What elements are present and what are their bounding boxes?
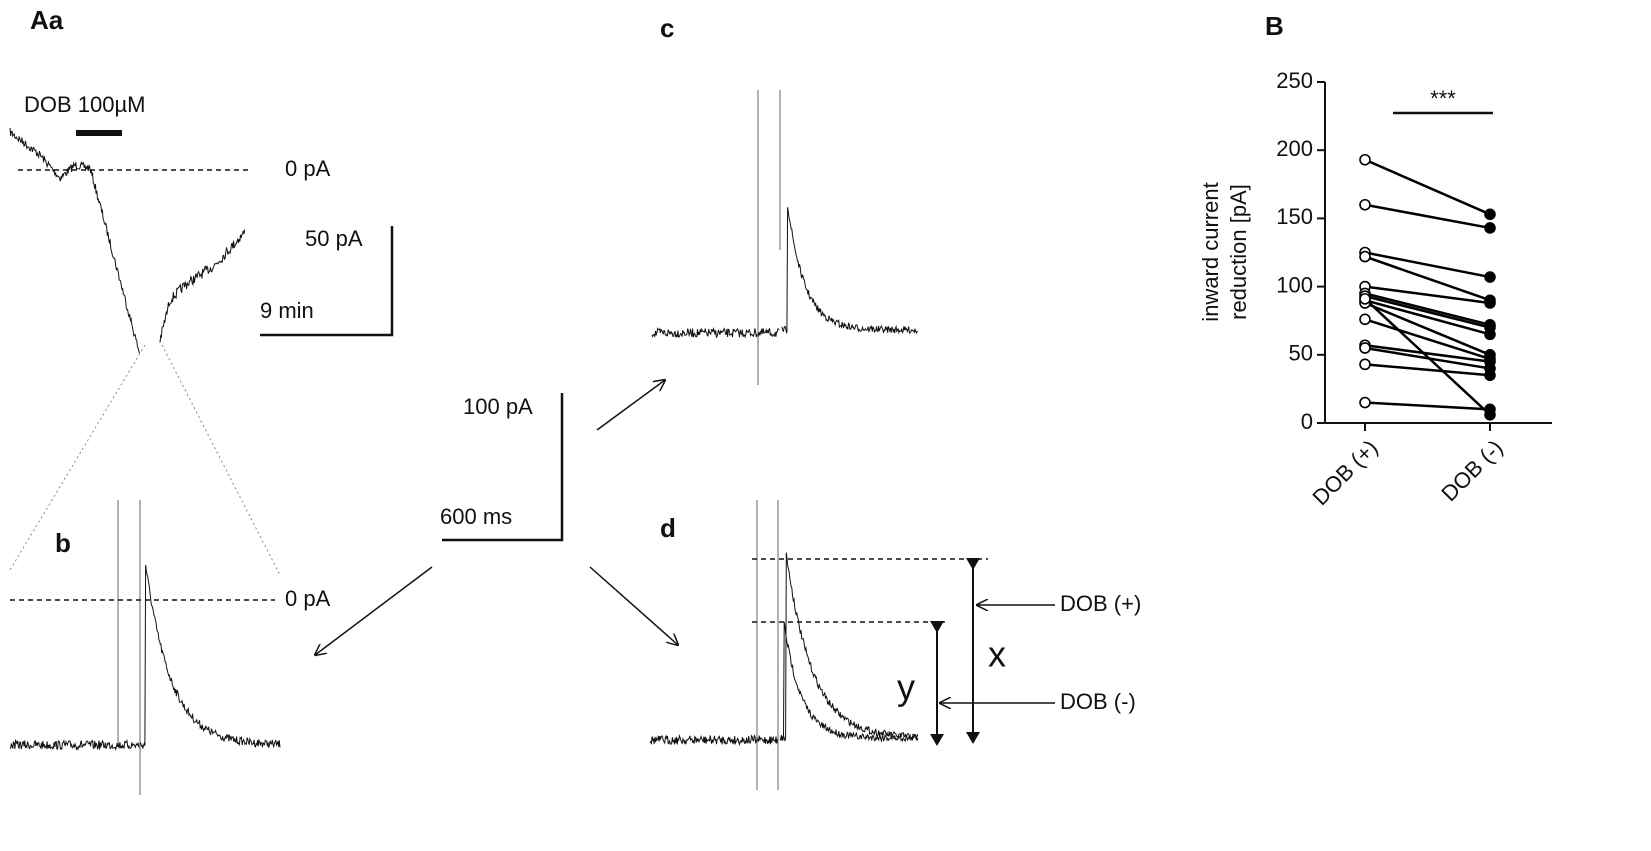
scale-label: 9 min [260, 298, 314, 323]
zero-label: 0 pA [285, 156, 331, 181]
pair-line [1364, 158, 1491, 216]
point [1359, 293, 1371, 305]
y-tick-label: 250 [1276, 68, 1313, 93]
y-tick-label: 50 [1289, 341, 1313, 366]
zero-label: 0 pA [285, 586, 331, 611]
x-tick-label: DOB (+) [1307, 435, 1382, 510]
drug-label: DOB 100µM [24, 92, 146, 117]
y-tick-label: 150 [1276, 204, 1313, 229]
y-axis-label: reduction [pA] [1226, 184, 1251, 320]
panel-label: Aa [30, 5, 64, 35]
point [1359, 358, 1371, 371]
scale-label: 100 pA [463, 394, 533, 419]
point [1484, 369, 1496, 382]
scale-label: 600 ms [440, 504, 512, 529]
traces [9, 90, 919, 795]
trace [9, 127, 140, 354]
pair-line [1364, 318, 1491, 361]
trace [651, 327, 780, 339]
pair-line [1364, 292, 1491, 327]
point [1359, 250, 1371, 263]
arrow [589, 566, 678, 645]
point [1484, 222, 1496, 234]
trace [781, 207, 918, 335]
scale-bar [442, 393, 564, 542]
point [1484, 297, 1496, 309]
trace [779, 552, 919, 742]
scale-bar [260, 226, 394, 337]
point [1484, 409, 1496, 421]
pair-line [1364, 251, 1491, 279]
pair-line [1364, 285, 1491, 305]
point [1359, 313, 1371, 326]
pair-line [1364, 344, 1491, 363]
pair-line [1364, 203, 1491, 230]
pair-line [1364, 401, 1491, 411]
point [1359, 198, 1371, 211]
y-tick-label: 100 [1276, 272, 1313, 297]
scale-label: 50 pA [305, 226, 363, 251]
trace [779, 622, 919, 743]
trace [9, 738, 140, 751]
arrow [315, 566, 433, 655]
y-axis-label: inward current [1198, 182, 1223, 321]
point [1359, 342, 1371, 354]
pair-line [1364, 297, 1491, 416]
trace-label: DOB (+) [1060, 591, 1141, 616]
panel-label: B [1265, 11, 1284, 41]
panel-label: b [55, 528, 71, 558]
panel-label: d [660, 513, 676, 543]
paired-chart: 0 50 100 150 200 250 inward current reduction [… [1198, 68, 1552, 510]
trace [649, 733, 778, 747]
panel-label: c [660, 13, 674, 43]
zoom-line [9, 344, 146, 571]
measure-label: y [897, 667, 915, 708]
pair-line [1364, 299, 1491, 336]
measure-label: x [988, 634, 1006, 675]
pair-line [1364, 255, 1491, 302]
pair-line [1364, 294, 1491, 329]
trace [159, 229, 246, 343]
trace [139, 564, 281, 749]
y-tick-label: 200 [1276, 136, 1313, 161]
x-tick-label: DOB (-) [1436, 435, 1507, 506]
point [1359, 396, 1371, 409]
point [1484, 208, 1496, 221]
arrow [596, 380, 665, 431]
significance-label: *** [1430, 86, 1456, 111]
trace-label: DOB (-) [1060, 689, 1136, 714]
pair-line [1364, 363, 1491, 377]
point [1359, 153, 1371, 166]
y-tick-label: 0 [1301, 409, 1313, 434]
zoom-line [161, 344, 281, 576]
point [1484, 271, 1496, 283]
point [1484, 328, 1496, 341]
pair-line [1364, 301, 1491, 356]
